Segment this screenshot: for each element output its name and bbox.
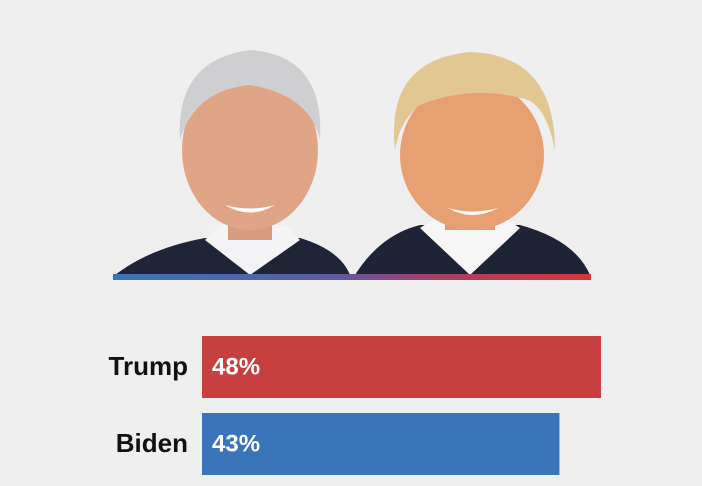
value-label: 43% bbox=[212, 430, 260, 457]
divider bbox=[113, 274, 591, 280]
value-label: 48% bbox=[212, 353, 260, 380]
category-label: Trump bbox=[109, 351, 188, 381]
bar bbox=[202, 413, 560, 475]
candidate-photo bbox=[115, 50, 350, 275]
category-label: Biden bbox=[116, 428, 188, 458]
bar bbox=[202, 336, 601, 398]
candidate-photo bbox=[355, 52, 590, 275]
